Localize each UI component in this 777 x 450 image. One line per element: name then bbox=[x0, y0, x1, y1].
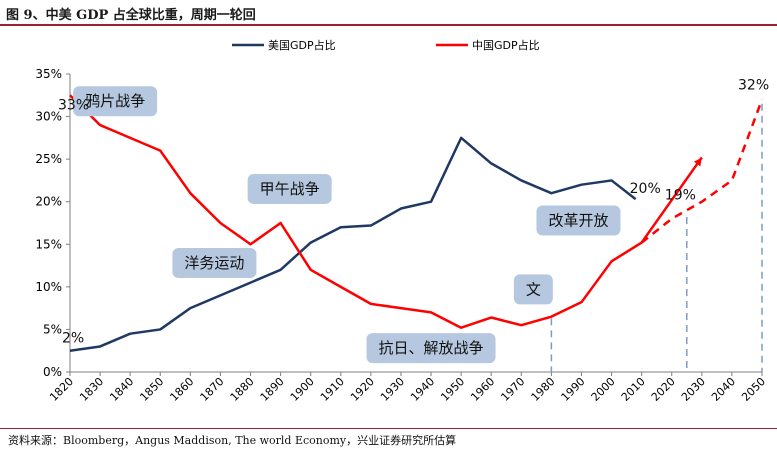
x-tick-label: 1960 bbox=[468, 375, 497, 404]
x-tick-label: 2020 bbox=[649, 375, 678, 404]
y-tick-label: 0% bbox=[43, 365, 62, 379]
x-tick-label: 1820 bbox=[47, 375, 76, 404]
annotation-label: 抗日、解放战争 bbox=[379, 339, 484, 357]
y-tick-label: 15% bbox=[35, 237, 62, 251]
y-tick-label: 35% bbox=[35, 67, 62, 81]
x-tick-label: 2030 bbox=[679, 375, 708, 404]
x-tick-label: 2000 bbox=[589, 375, 618, 404]
x-tick-label: 1980 bbox=[529, 375, 558, 404]
annotation-label: 改革开放 bbox=[548, 211, 608, 229]
x-tick-label: 1840 bbox=[107, 375, 136, 404]
source-note: 资料来源：Bloomberg，Angus Maddison, The world… bbox=[8, 434, 457, 447]
data-label: 19% bbox=[665, 188, 696, 204]
x-tick-label: 1920 bbox=[348, 375, 377, 404]
x-tick-label: 1990 bbox=[559, 375, 588, 404]
x-tick-label: 1950 bbox=[438, 375, 467, 404]
x-tick-label: 1910 bbox=[318, 375, 347, 404]
y-tick-label: 10% bbox=[35, 280, 62, 294]
x-tick-label: 1830 bbox=[77, 375, 106, 404]
x-tick-label: 1930 bbox=[378, 375, 407, 404]
annotation-label: 文 bbox=[526, 280, 541, 298]
annotation-box bbox=[247, 173, 332, 204]
title-divider bbox=[0, 24, 777, 26]
data-label: 33% bbox=[58, 97, 89, 113]
annotation-label: 甲午战争 bbox=[260, 180, 320, 198]
figure-title: 图 9、中美 GDP 占全球比重，周期一轮回 bbox=[6, 8, 256, 23]
x-tick-label: 1970 bbox=[498, 375, 527, 404]
legend-label: 中国GDP占比 bbox=[472, 38, 540, 52]
x-tick-label: 1860 bbox=[167, 375, 196, 404]
annotation-box bbox=[73, 86, 158, 117]
annotation-box bbox=[536, 205, 621, 236]
data-label: 20% bbox=[630, 181, 661, 197]
x-tick-label: 2050 bbox=[739, 375, 768, 404]
annotation-box bbox=[172, 248, 257, 279]
projection-arrowhead bbox=[693, 157, 702, 167]
y-tick-label: 20% bbox=[35, 195, 62, 209]
annotation-box bbox=[513, 274, 553, 305]
annotation-label: 洋务运动 bbox=[184, 254, 244, 272]
china-gdp-line bbox=[69, 94, 643, 329]
legend: 美国GDP占比 中国GDP占比 bbox=[232, 38, 540, 52]
x-tick-label: 1880 bbox=[228, 375, 257, 404]
x-tick-label: 1890 bbox=[258, 375, 287, 404]
y-tick-label: 5% bbox=[43, 322, 62, 336]
source-divider bbox=[0, 428, 777, 429]
data-label: 2% bbox=[62, 331, 84, 347]
x-tick-label: 1850 bbox=[137, 375, 166, 404]
y-tick-label: 30% bbox=[35, 110, 62, 124]
y-tick-label: 25% bbox=[35, 152, 62, 166]
us-gdp-line bbox=[69, 136, 637, 352]
x-tick-label: 2010 bbox=[619, 375, 648, 404]
legend-label: 美国GDP占比 bbox=[268, 38, 336, 52]
gdp-share-chart: 美国GDP占比 中国GDP占比 0% 5% 10% 15% 20% 25% 30% 35% 182… bbox=[35, 38, 769, 404]
china-projection-line bbox=[640, 156, 703, 244]
x-tick-label: 1900 bbox=[288, 375, 317, 404]
x-tick-label: 1940 bbox=[408, 375, 437, 404]
annotation-box bbox=[366, 333, 496, 364]
x-tick-label: 1870 bbox=[198, 375, 227, 404]
series-layer bbox=[69, 94, 764, 372]
x-tick-label: 2040 bbox=[709, 375, 738, 404]
annotation-label: 鸦片战争 bbox=[85, 92, 145, 110]
data-label: 32% bbox=[738, 78, 769, 94]
china-forecast-line bbox=[640, 99, 764, 244]
